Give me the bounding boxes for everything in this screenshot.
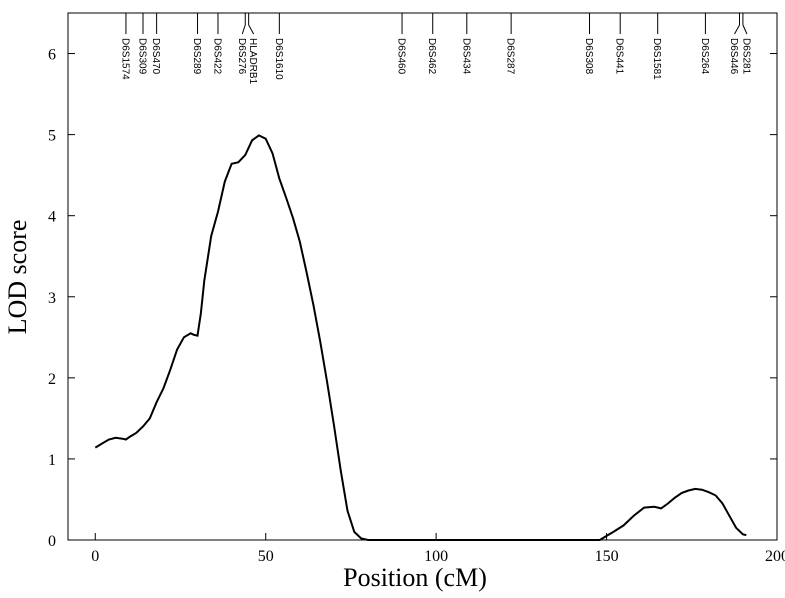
x-tick-label: 150: [595, 548, 619, 565]
y-tick-label: 6: [48, 47, 56, 64]
marker-label: D6S462: [426, 38, 437, 75]
y-tick-label: 2: [48, 371, 56, 388]
y-axis-label: LOD score: [3, 220, 32, 335]
y-tick-label: 4: [48, 209, 56, 226]
marker-label: D6S470: [150, 38, 161, 75]
marker-label: D6S308: [583, 38, 594, 75]
marker-label: D6S289: [191, 38, 202, 75]
y-tick-label: 3: [48, 290, 56, 307]
y-tick-label: 5: [48, 128, 56, 145]
x-tick-label: 200: [765, 548, 785, 565]
marker-label: D6S281: [740, 38, 751, 75]
marker-tick: [248, 24, 255, 35]
marker-tick: [742, 24, 748, 35]
x-axis-ticks: 0 50 100 150 200: [91, 533, 785, 565]
marker-label: HLADRB1: [247, 38, 258, 85]
marker-tick: [734, 24, 740, 35]
marker-label: D6S309: [136, 38, 147, 75]
x-tick-label: 100: [424, 548, 448, 565]
marker-label: D6S1610: [273, 38, 284, 80]
marker-labels: D6S1574 D6S309 D6S470 D6S289 D6S422 D6S276 HLA…: [119, 13, 751, 85]
marker-label: D6S422: [211, 38, 222, 75]
y-tick-label: 1: [48, 452, 56, 469]
marker-label: D6S441: [614, 38, 625, 75]
marker-label: D6S460: [396, 38, 407, 75]
marker-label: D6S434: [460, 38, 471, 75]
plot-frame: [67, 12, 778, 541]
marker-label: D6S446: [728, 38, 739, 75]
x-tick-label: 0: [91, 548, 99, 565]
marker-label: D6S1574: [119, 38, 130, 80]
marker-label: D6S287: [505, 38, 516, 75]
x-tick-label: 50: [258, 548, 274, 565]
marker-label: D6S276: [236, 38, 247, 75]
marker-tick: [241, 24, 246, 35]
y-tick-label: 0: [48, 533, 56, 550]
marker-label: D6S1581: [651, 38, 662, 80]
marker-label: D6S264: [699, 38, 710, 75]
x-axis-label: Position (cM): [343, 563, 487, 592]
y-axis-ticks: 0 1 2 3 4 5 6: [48, 47, 777, 550]
lod-curve: [94, 134, 747, 541]
